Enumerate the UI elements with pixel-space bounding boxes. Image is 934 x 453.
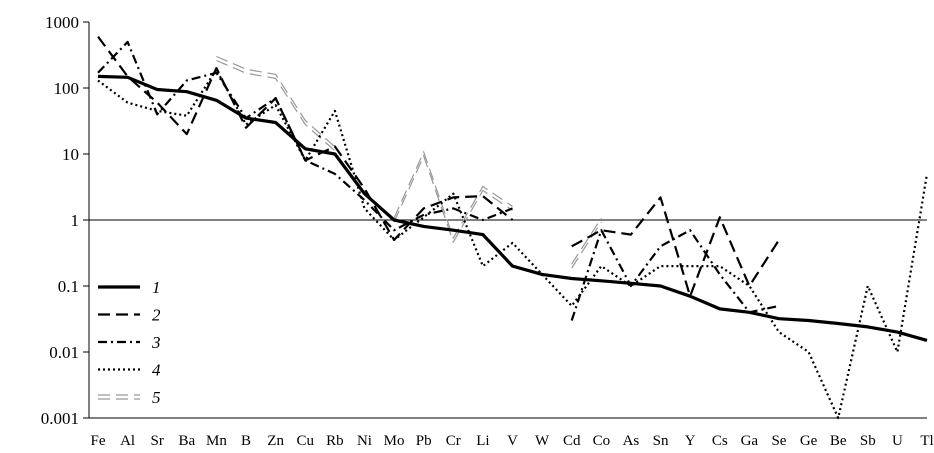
- x-category-label: Li: [476, 433, 489, 449]
- x-category-label: U: [892, 433, 903, 449]
- series-5-line: [216, 55, 336, 152]
- x-category-label: Be: [830, 433, 847, 449]
- legend-label: 1: [152, 278, 161, 297]
- series-2: [97, 35, 780, 298]
- legend-item: 3: [98, 333, 161, 352]
- x-category-label: Cs: [712, 433, 728, 449]
- legend-item: 4: [98, 361, 161, 380]
- series-layer: [97, 35, 929, 420]
- x-category-label: Co: [593, 433, 611, 449]
- series-2-line: [571, 196, 780, 298]
- x-category-label: Cr: [446, 433, 461, 449]
- x-axis-category-labels: Fe Al Sr Ba Mn B Zn Cu Rb Ni Mo Pb Cr Li V W Cd Co As Sn Y Cs…: [91, 433, 934, 449]
- x-category-label: Sr: [151, 433, 164, 449]
- x-category-label: Cd: [563, 433, 581, 449]
- series-5-line-stroke: [571, 217, 602, 265]
- legend-item: 1: [98, 278, 161, 297]
- x-category-label: Y: [685, 433, 696, 449]
- legend: 1 2 3 4 5: [98, 278, 161, 407]
- series-5-line-stroke: [393, 154, 513, 244]
- series-3-line: [570, 229, 780, 321]
- y-tick-label: 0.1: [58, 277, 79, 296]
- y-tick-label: 0.01: [49, 343, 79, 362]
- series-1: [97, 74, 928, 342]
- x-category-label: Ge: [800, 433, 818, 449]
- series-4: [97, 68, 929, 420]
- series-5-line-stroke: [216, 59, 336, 152]
- series-5-line-stroke: [393, 150, 513, 240]
- series-1-line: [97, 74, 928, 342]
- series-5-line-stroke: [571, 221, 602, 269]
- y-tick-label: 1000: [45, 13, 79, 32]
- x-category-label: As: [623, 433, 640, 449]
- legend-item: 2: [98, 306, 161, 325]
- x-category-label: Fe: [91, 433, 106, 449]
- x-category-label: Al: [120, 433, 135, 449]
- x-category-label: Ni: [357, 433, 372, 449]
- x-category-label: Ba: [178, 433, 195, 449]
- x-category-label: Pb: [416, 433, 432, 449]
- legend-label: 2: [152, 306, 161, 325]
- legend-label: 3: [151, 333, 161, 352]
- legend-swatch: [98, 394, 140, 400]
- x-category-label: Ga: [741, 433, 759, 449]
- x-category-label: Mo: [384, 433, 405, 449]
- x-category-label: Se: [771, 433, 786, 449]
- series-5-line: [571, 217, 602, 269]
- y-tick-label: 10: [62, 145, 79, 164]
- x-category-label: Rb: [326, 433, 344, 449]
- x-category-label: W: [535, 433, 550, 449]
- x-category-label: Sn: [653, 433, 669, 449]
- series-5-line: [393, 150, 513, 244]
- x-category-label: Cu: [296, 433, 314, 449]
- y-tick-label: 100: [54, 79, 80, 98]
- y-tick-label: 0.001: [41, 409, 79, 428]
- series-2-line: [97, 35, 514, 241]
- x-category-label: Zn: [267, 433, 284, 449]
- x-category-label: Mn: [206, 433, 227, 449]
- x-category-label: Sb: [860, 433, 876, 449]
- series-4-line: [97, 68, 929, 420]
- y-tick-label: 1: [71, 211, 80, 230]
- legend-label: 4: [152, 361, 161, 380]
- x-category-label: B: [241, 433, 251, 449]
- legend-item: 5: [98, 388, 161, 407]
- series-5-line-stroke: [216, 55, 336, 148]
- y-axis-ticks: 1000 100 10 1 0.1 0.01 0.001: [41, 13, 89, 428]
- x-category-label: Tl: [920, 433, 933, 449]
- series-3: [97, 40, 780, 321]
- legend-label: 5: [152, 388, 161, 407]
- x-category-label: V: [507, 433, 518, 449]
- series-3-line: [97, 40, 513, 232]
- series-5: [216, 55, 602, 269]
